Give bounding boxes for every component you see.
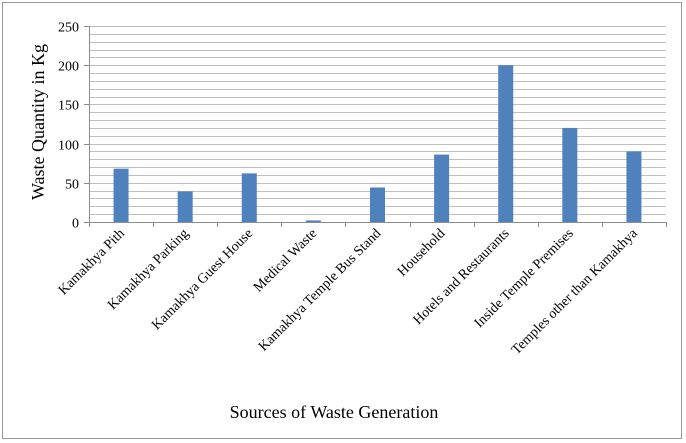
x-category-label: Kamakhya Pith (56, 226, 128, 298)
bar (498, 65, 514, 222)
x-category-label: Medical Waste (251, 226, 320, 295)
y-tick-label: 150 (58, 99, 79, 114)
bars (113, 65, 642, 222)
gridlines (89, 26, 666, 215)
y-tick-labels: 0 50 100 150 200 250 (58, 21, 79, 232)
y-tick-label: 100 (58, 139, 79, 154)
bar (626, 151, 642, 222)
y-axis-title: Waste Quantity in Kg (28, 44, 48, 200)
bar (113, 168, 129, 222)
axes (84, 26, 667, 227)
y-tick-label: 200 (58, 60, 79, 75)
y-tick-label: 50 (65, 178, 79, 193)
x-category-label: Kamakhya Temple Bus Stand (256, 226, 384, 354)
bar (562, 127, 578, 222)
bar (370, 187, 385, 222)
y-tick-label: 250 (58, 21, 79, 36)
x-category-label: Household (395, 226, 449, 280)
bar (177, 191, 193, 222)
x-axis-title: Sources of Waste Generation (230, 402, 439, 422)
bar (241, 173, 257, 222)
y-tick-label: 0 (72, 217, 79, 232)
bar (434, 154, 450, 222)
bar (305, 220, 321, 222)
x-category-label: Temples other than Kamakhya (509, 226, 641, 358)
